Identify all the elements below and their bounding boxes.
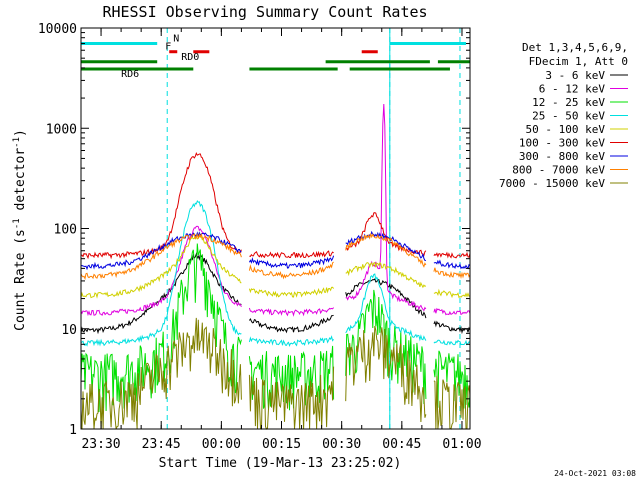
flag-label-f: F <box>165 42 171 53</box>
y-tick-label: 10 <box>61 323 77 338</box>
series-line-0 <box>80 252 471 335</box>
legend-entry-label: 3 - 6 keV <box>545 69 605 82</box>
y-tick-label: 1 <box>69 423 77 438</box>
x-tick-label: 00:30 <box>322 437 361 452</box>
y-axis-ticks: 1 10 100 1000 10000 <box>38 22 470 438</box>
x-tick-label: 01:00 <box>442 437 481 452</box>
legend-entry-label: 800 - 7000 keV <box>512 164 605 177</box>
x-axis-ticks: 23:30 23:45 00:00 00:15 00:30 00:45 01:00 <box>80 28 482 452</box>
y-tick-label: 100 <box>54 223 77 238</box>
x-axis-label: Start Time (19-Mar-13 23:25:02) <box>159 456 402 471</box>
x-tick-label: 00:00 <box>202 437 241 452</box>
x-tick-label: 23:45 <box>142 437 181 452</box>
legend-header-line-2: FDecim 1, Att 0 <box>529 55 628 68</box>
series-line-7 <box>80 232 471 281</box>
x-tick-label: 00:45 <box>382 437 421 452</box>
series-line-3 <box>80 199 471 347</box>
legend-header-line-1: Det 1,3,4,5,6,9, <box>522 41 628 54</box>
legend-entry-label: 6 - 12 keV <box>539 83 606 96</box>
series-line-2 <box>80 243 471 413</box>
x-tick-label: 00:15 <box>262 437 301 452</box>
series-line-4 <box>80 234 471 299</box>
y-tick-label: 10000 <box>38 22 77 37</box>
legend-entry-label: 25 - 50 keV <box>532 110 605 123</box>
x-tick-label: 23:30 <box>81 437 120 452</box>
y-axis-label: Count Rate (s-1 detector-1) <box>12 129 28 331</box>
series-line-5 <box>80 152 471 260</box>
chart-title: RHESSI Observing Summary Count Rates <box>102 3 427 21</box>
series-line-6 <box>80 230 471 271</box>
series-line-8 <box>80 317 471 430</box>
timestamp: 24-Oct-2021 03:08 <box>554 469 636 478</box>
y-tick-label: 1000 <box>46 122 77 137</box>
legend-entry-label: 12 - 25 keV <box>532 96 605 109</box>
plot-area: NF RD0 RD6 <box>80 27 471 430</box>
legend: Det 1,3,4,5,6,9, FDecim 1, Att 0 3 - 6 k… <box>499 41 628 190</box>
legend-entry-label: 100 - 300 keV <box>519 137 605 150</box>
legend-entry-label: 7000 - 15000 keV <box>499 177 605 190</box>
legend-entry-label: 50 - 100 keV <box>526 123 606 136</box>
flag-label-rd6: RD6 <box>121 69 139 80</box>
series-line-1 <box>80 103 471 317</box>
legend-entry-label: 300 - 800 keV <box>519 150 605 163</box>
flag-label-rd0: RD0 <box>181 52 199 63</box>
flag-label-n: N <box>173 34 179 45</box>
